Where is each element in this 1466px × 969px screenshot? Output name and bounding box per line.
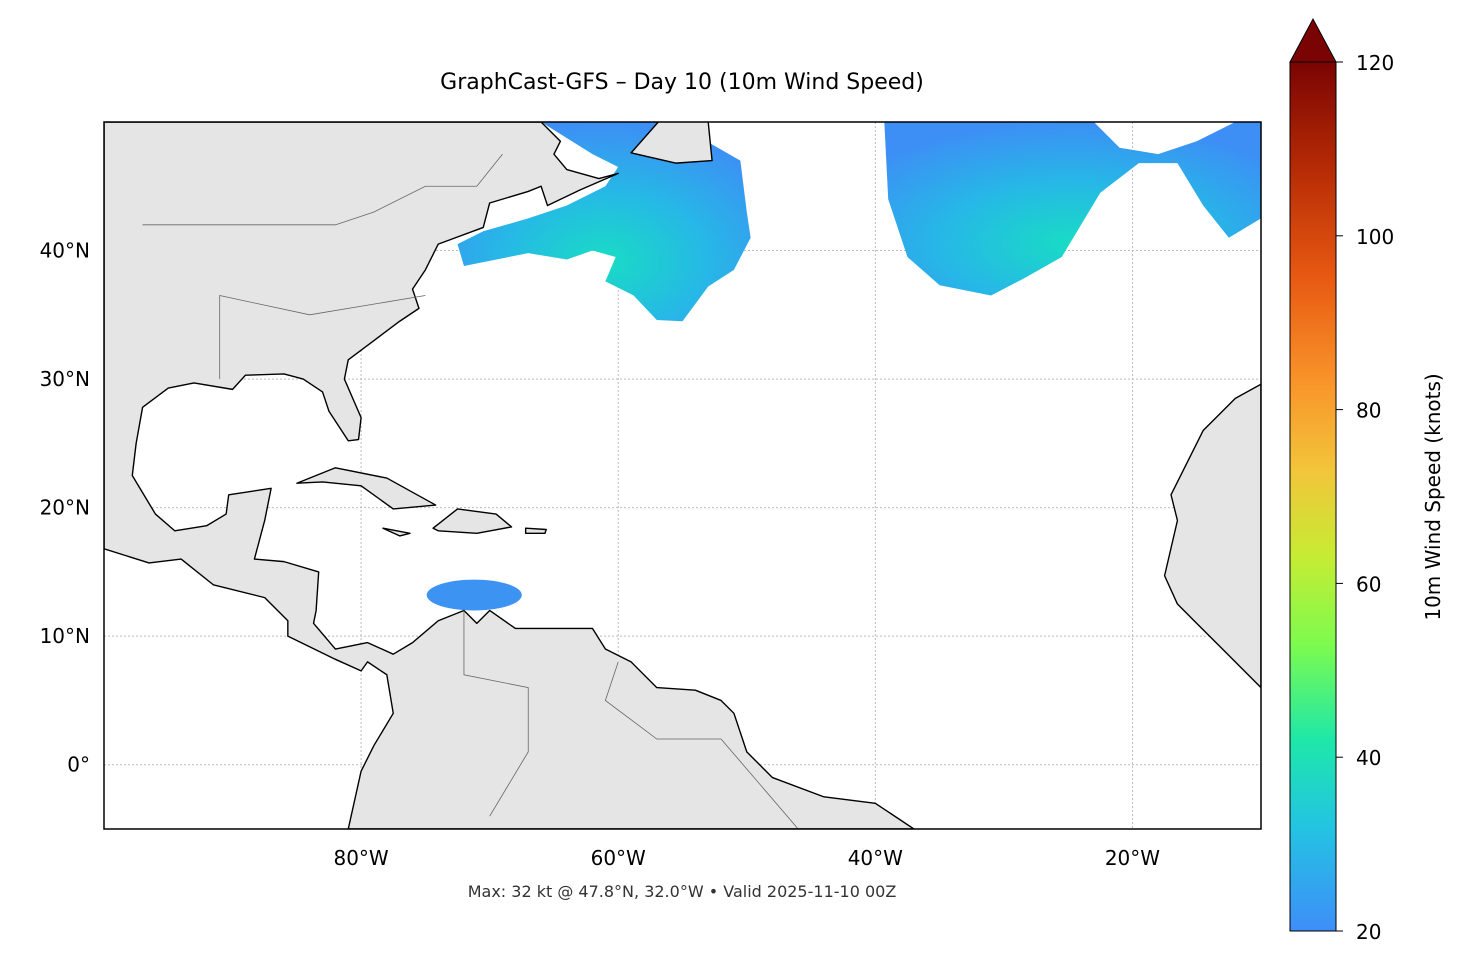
wind-swath bbox=[426, 579, 522, 611]
land bbox=[1165, 384, 1261, 687]
map-area bbox=[104, 122, 1261, 829]
colorbar bbox=[1289, 61, 1337, 932]
land bbox=[526, 528, 547, 533]
colorbar-tick-label: 60 bbox=[1356, 572, 1381, 596]
colorbar-label: 10m Wind Speed (knots) bbox=[1421, 373, 1445, 620]
colorbar-axis: 20 40 60 80 100 120 bbox=[1336, 51, 1394, 944]
colorbar-tick-label: 80 bbox=[1356, 399, 1381, 423]
border bbox=[464, 610, 528, 816]
y-tick-label: 10°N bbox=[40, 624, 90, 648]
y-tick-label: 30°N bbox=[40, 367, 90, 391]
colorbar-tick-label: 120 bbox=[1356, 51, 1394, 75]
border bbox=[143, 154, 503, 225]
land bbox=[631, 122, 712, 163]
geography bbox=[104, 122, 1261, 829]
wind-swath bbox=[884, 122, 1261, 296]
map-title: GraphCast-GFS – Day 10 (10m Wind Speed) bbox=[440, 70, 924, 95]
border bbox=[605, 662, 798, 829]
colorbar-tick-label: 20 bbox=[1356, 920, 1381, 944]
y-tick-label: 40°N bbox=[40, 239, 90, 263]
y-tick-label: 20°N bbox=[40, 496, 90, 520]
land bbox=[433, 509, 511, 533]
map-note: Max: 32 kt @ 47.8°N, 32.0°W • Valid 2025… bbox=[468, 882, 897, 901]
colorbar-tick-label: 100 bbox=[1356, 225, 1394, 249]
wind-swath bbox=[457, 122, 751, 322]
x-tick-label: 60°W bbox=[591, 846, 646, 870]
x-tick-label: 20°W bbox=[1105, 846, 1160, 870]
axes: 80°W 60°W 40°W 20°W 0° 10°N 20°N 30°N 40°N bbox=[40, 239, 1161, 870]
land bbox=[383, 528, 410, 536]
colorbar-tick-label: 40 bbox=[1356, 746, 1381, 770]
map-frame bbox=[103, 121, 1262, 830]
x-tick-label: 40°W bbox=[848, 846, 903, 870]
land bbox=[297, 468, 436, 509]
land bbox=[104, 122, 914, 829]
x-tick-label: 80°W bbox=[333, 846, 388, 870]
y-tick-label: 0° bbox=[67, 753, 90, 777]
colorbar-extension bbox=[1289, 17, 1337, 63]
border bbox=[220, 296, 426, 380]
